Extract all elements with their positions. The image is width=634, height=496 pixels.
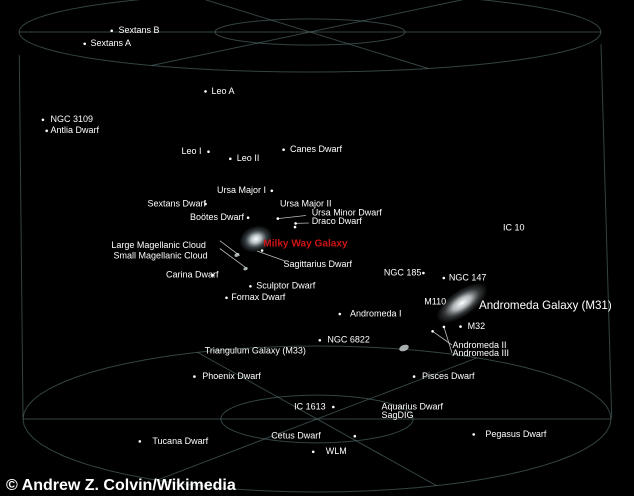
svg-text:© Andrew Z. Colvin/Wikimedia: © Andrew Z. Colvin/Wikimedia bbox=[6, 477, 236, 494]
svg-text:IC 1613: IC 1613 bbox=[294, 401, 326, 411]
svg-text:Sculptor Dwarf: Sculptor Dwarf bbox=[256, 281, 316, 291]
svg-text:Leo I: Leo I bbox=[182, 146, 202, 156]
svg-text:Sextans A: Sextans A bbox=[91, 38, 132, 48]
svg-text:Small Magellanic Cloud: Small Magellanic Cloud bbox=[114, 250, 208, 260]
svg-text:Leo A: Leo A bbox=[212, 86, 235, 96]
svg-text:NGC 147: NGC 147 bbox=[449, 272, 487, 282]
svg-text:Triangulum Galaxy (M33): Triangulum Galaxy (M33) bbox=[205, 345, 306, 355]
svg-text:Andromeda Galaxy (M31): Andromeda Galaxy (M31) bbox=[479, 299, 612, 312]
svg-text:Large Magellanic Cloud: Large Magellanic Cloud bbox=[111, 240, 206, 250]
svg-text:Andromeda III: Andromeda III bbox=[453, 348, 510, 358]
svg-text:Sagittarius Dwarf: Sagittarius Dwarf bbox=[284, 259, 353, 269]
svg-text:NGC 3109: NGC 3109 bbox=[51, 114, 94, 124]
svg-text:Boötes Dwarf: Boötes Dwarf bbox=[190, 212, 245, 222]
svg-text:Phoenix Dwarf: Phoenix Dwarf bbox=[202, 371, 261, 381]
svg-text:Carina Dwarf: Carina Dwarf bbox=[166, 270, 219, 280]
svg-text:Sextans B: Sextans B bbox=[119, 25, 160, 35]
svg-text:Pegasus Dwarf: Pegasus Dwarf bbox=[485, 429, 547, 439]
svg-text:Andromeda I: Andromeda I bbox=[350, 308, 402, 318]
svg-text:Milky Way Galaxy: Milky Way Galaxy bbox=[263, 238, 348, 249]
svg-text:M32: M32 bbox=[468, 321, 486, 331]
svg-text:Ursa Major I: Ursa Major I bbox=[217, 185, 266, 195]
svg-text:Draco Dwarf: Draco Dwarf bbox=[312, 216, 363, 226]
svg-text:IC 10: IC 10 bbox=[503, 222, 525, 232]
svg-text:Tucana Dwarf: Tucana Dwarf bbox=[152, 436, 208, 446]
svg-text:Sextans Dwarf: Sextans Dwarf bbox=[148, 198, 207, 208]
svg-text:SagDIG: SagDIG bbox=[382, 410, 414, 420]
svg-text:Fornax Dwarf: Fornax Dwarf bbox=[231, 292, 286, 302]
svg-text:Pisces Dwarf: Pisces Dwarf bbox=[422, 371, 475, 381]
svg-text:Antlia Dwarf: Antlia Dwarf bbox=[51, 125, 100, 135]
svg-text:Leo II: Leo II bbox=[237, 153, 260, 163]
svg-text:WLM: WLM bbox=[326, 446, 347, 456]
svg-text:Cetus Dwarf: Cetus Dwarf bbox=[271, 431, 321, 441]
svg-text:NGC 6822: NGC 6822 bbox=[327, 335, 370, 345]
svg-text:Canes Dwarf: Canes Dwarf bbox=[290, 144, 343, 154]
svg-text:M110: M110 bbox=[424, 297, 446, 307]
svg-text:NGC 185: NGC 185 bbox=[384, 267, 422, 277]
